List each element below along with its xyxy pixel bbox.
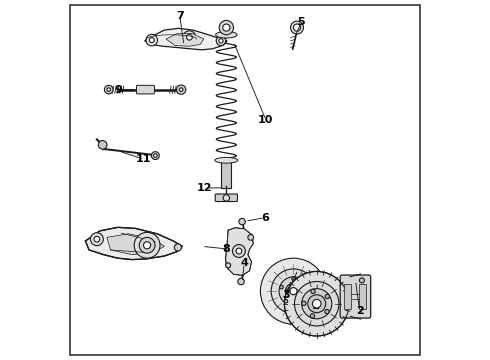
Polygon shape: [107, 234, 164, 255]
Circle shape: [308, 295, 326, 313]
FancyBboxPatch shape: [340, 275, 371, 318]
Text: 7: 7: [176, 11, 184, 21]
Text: 8: 8: [222, 244, 230, 254]
Circle shape: [286, 283, 301, 299]
Text: 3: 3: [282, 291, 290, 301]
Circle shape: [223, 195, 230, 201]
Circle shape: [151, 152, 159, 159]
Circle shape: [149, 38, 154, 42]
Circle shape: [325, 310, 329, 314]
Circle shape: [294, 282, 339, 326]
Circle shape: [176, 85, 186, 94]
Circle shape: [310, 314, 315, 318]
Text: 6: 6: [261, 213, 269, 222]
Circle shape: [187, 35, 192, 40]
Circle shape: [359, 278, 365, 283]
Text: 5: 5: [297, 17, 305, 27]
Circle shape: [104, 85, 113, 94]
Circle shape: [313, 300, 321, 308]
Circle shape: [134, 232, 160, 258]
Circle shape: [219, 39, 223, 43]
Bar: [221, 161, 231, 188]
Circle shape: [91, 233, 103, 246]
Polygon shape: [225, 228, 253, 275]
FancyBboxPatch shape: [137, 85, 154, 94]
Text: 10: 10: [258, 115, 273, 125]
Circle shape: [216, 36, 225, 45]
Circle shape: [174, 244, 181, 251]
Circle shape: [311, 289, 315, 293]
Text: 1: 1: [312, 301, 320, 311]
FancyBboxPatch shape: [215, 194, 238, 202]
Text: 12: 12: [197, 183, 213, 193]
Bar: [344, 284, 351, 309]
Circle shape: [139, 237, 155, 253]
Circle shape: [183, 31, 196, 44]
Circle shape: [98, 140, 107, 149]
Polygon shape: [166, 34, 204, 46]
Circle shape: [179, 88, 183, 91]
Circle shape: [291, 21, 303, 34]
Text: 2: 2: [356, 306, 364, 316]
Circle shape: [107, 88, 111, 91]
Circle shape: [238, 278, 245, 285]
Circle shape: [239, 219, 245, 225]
Circle shape: [325, 294, 330, 298]
Circle shape: [285, 271, 349, 336]
Bar: [359, 284, 366, 309]
Circle shape: [219, 21, 234, 35]
Circle shape: [302, 289, 332, 319]
Circle shape: [225, 263, 231, 268]
Text: 11: 11: [136, 154, 151, 164]
Circle shape: [223, 24, 230, 31]
Circle shape: [304, 286, 307, 289]
Polygon shape: [85, 227, 182, 260]
Circle shape: [248, 234, 254, 240]
Circle shape: [294, 24, 300, 31]
Polygon shape: [145, 28, 227, 50]
Circle shape: [280, 285, 283, 289]
Ellipse shape: [215, 157, 238, 163]
Circle shape: [302, 301, 306, 306]
Circle shape: [146, 35, 157, 46]
Circle shape: [292, 277, 295, 280]
Circle shape: [284, 300, 288, 303]
Circle shape: [236, 248, 242, 254]
Circle shape: [260, 258, 326, 324]
Circle shape: [94, 236, 100, 242]
Circle shape: [271, 269, 316, 314]
Circle shape: [153, 154, 157, 157]
Circle shape: [279, 277, 308, 306]
Circle shape: [290, 288, 297, 295]
Ellipse shape: [216, 32, 237, 38]
Text: 4: 4: [241, 258, 248, 268]
Text: 9: 9: [115, 85, 122, 95]
Circle shape: [232, 244, 245, 257]
Circle shape: [299, 300, 302, 303]
Circle shape: [144, 242, 151, 249]
